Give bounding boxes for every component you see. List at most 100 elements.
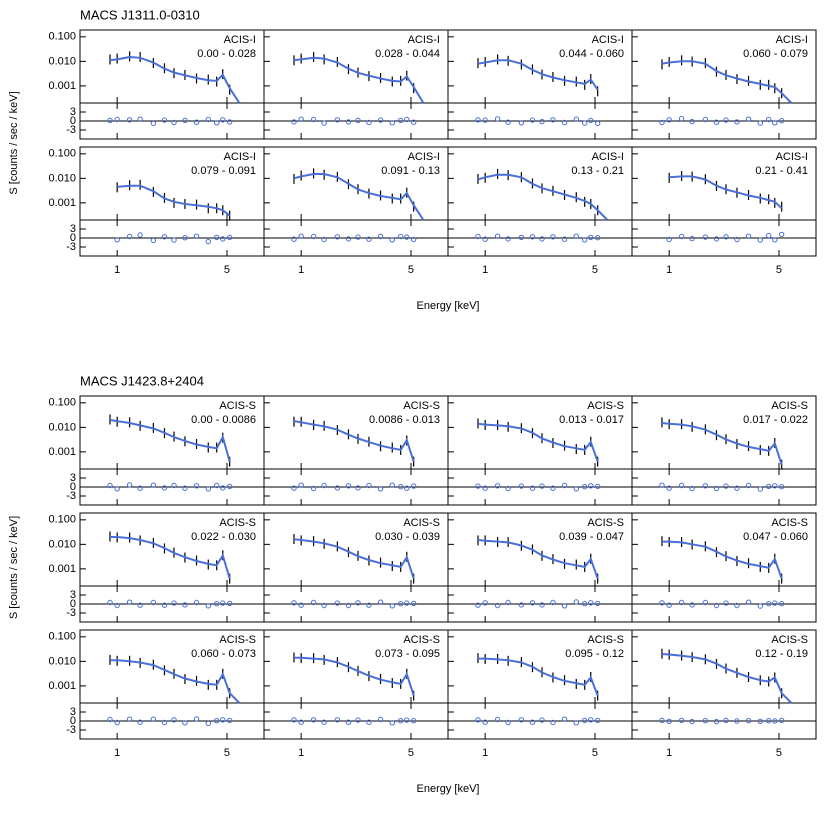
y-tick-label: 0.001 — [48, 446, 76, 458]
residual-point — [220, 236, 226, 242]
residual-point — [291, 485, 297, 491]
residual-point — [161, 117, 168, 123]
residual-point — [494, 116, 501, 122]
residual-point — [182, 602, 188, 608]
residual-point — [345, 719, 352, 725]
residual-point — [766, 232, 772, 239]
residual-point — [214, 234, 220, 241]
x-tick-label: 5 — [224, 747, 230, 759]
residual-point — [171, 119, 177, 126]
residual-point — [494, 483, 501, 489]
residual-point — [505, 485, 511, 492]
residual-point — [377, 716, 384, 723]
residual-point — [666, 602, 672, 608]
residual-point — [588, 117, 594, 124]
range-label: 0.013 - 0.017 — [559, 414, 624, 426]
residual-point — [778, 717, 785, 724]
residual-point — [137, 719, 143, 725]
residual-point — [150, 482, 157, 488]
residual-point — [561, 603, 568, 609]
residual-point — [689, 118, 695, 125]
range-label: 0.039 - 0.047 — [559, 531, 624, 543]
residual-point — [126, 233, 133, 240]
residual-point — [505, 119, 511, 125]
residual-point — [298, 602, 304, 608]
residual-point — [734, 602, 740, 609]
residual-point — [107, 716, 113, 723]
residual-point — [475, 233, 481, 240]
residual-point — [778, 484, 785, 490]
residual-point — [482, 600, 488, 606]
residual-point — [757, 237, 763, 243]
residual-point — [107, 482, 113, 489]
residual-point — [310, 599, 317, 606]
residual-point — [193, 483, 200, 489]
model-line — [293, 538, 415, 579]
residual-point — [291, 236, 297, 242]
residual-point — [539, 602, 545, 608]
range-label: 0.017 - 0.022 — [743, 414, 808, 426]
residual-point — [723, 483, 729, 489]
residual-point — [757, 486, 763, 492]
residual-point — [321, 482, 327, 489]
residual-point — [594, 483, 601, 490]
residual-point — [745, 233, 752, 239]
residual-point — [150, 237, 157, 244]
range-label: 0.047 - 0.060 — [743, 531, 808, 543]
model-line — [669, 175, 783, 210]
range-label: 0.060 - 0.073 — [191, 648, 256, 660]
residual-point — [702, 718, 709, 724]
residual-point — [107, 117, 113, 124]
resid-y-tick-label: 0 — [70, 232, 76, 244]
residual-point — [161, 234, 168, 240]
residual-point — [404, 234, 410, 240]
residual-point — [310, 717, 317, 723]
model-line — [478, 657, 599, 696]
residual-point — [334, 485, 341, 491]
residual-point — [573, 720, 579, 726]
residual-point — [494, 233, 501, 239]
residual-point — [150, 716, 157, 722]
residual-point — [666, 718, 672, 724]
residual-point — [594, 235, 601, 241]
residual-point — [529, 485, 536, 491]
model-line — [117, 184, 231, 217]
y-tick-label: 0.010 — [48, 538, 76, 550]
resid-y-tick-label: -3 — [66, 607, 76, 619]
y-tick-label: 0.100 — [48, 148, 76, 160]
residual-point — [377, 486, 384, 492]
model-line — [661, 60, 793, 104]
residual-point — [410, 236, 417, 243]
residual-point — [366, 236, 372, 242]
residual-point — [594, 600, 601, 607]
residual-point — [214, 482, 220, 489]
range-label: 0.022 - 0.030 — [191, 531, 256, 543]
residual-point — [659, 482, 665, 488]
residual-point — [772, 600, 778, 606]
range-label: 0.00 - 0.028 — [197, 48, 256, 60]
residual-point — [355, 600, 361, 606]
residual-point — [588, 717, 594, 723]
range-label: 0.079 - 0.091 — [191, 165, 256, 177]
residual-point — [298, 233, 304, 239]
residual-point — [745, 482, 752, 489]
residual-point — [161, 602, 168, 608]
residual-point — [475, 717, 481, 723]
detector-label: ACIS-I — [776, 151, 808, 163]
residual-point — [518, 234, 525, 241]
residual-point — [659, 600, 665, 606]
residual-point — [398, 601, 404, 607]
residual-point — [518, 483, 525, 489]
residual-point — [778, 231, 785, 238]
y-tick-label: 0.100 — [48, 631, 76, 643]
residual-point — [389, 603, 395, 609]
model-line — [293, 173, 425, 221]
residual-point — [778, 601, 785, 607]
residual-point — [114, 237, 120, 243]
residual-point — [689, 235, 695, 242]
residual-point — [171, 237, 177, 243]
detector-label: ACIS-S — [219, 400, 256, 412]
resid-y-tick-label: 3 — [70, 223, 76, 235]
residual-point — [582, 237, 588, 243]
